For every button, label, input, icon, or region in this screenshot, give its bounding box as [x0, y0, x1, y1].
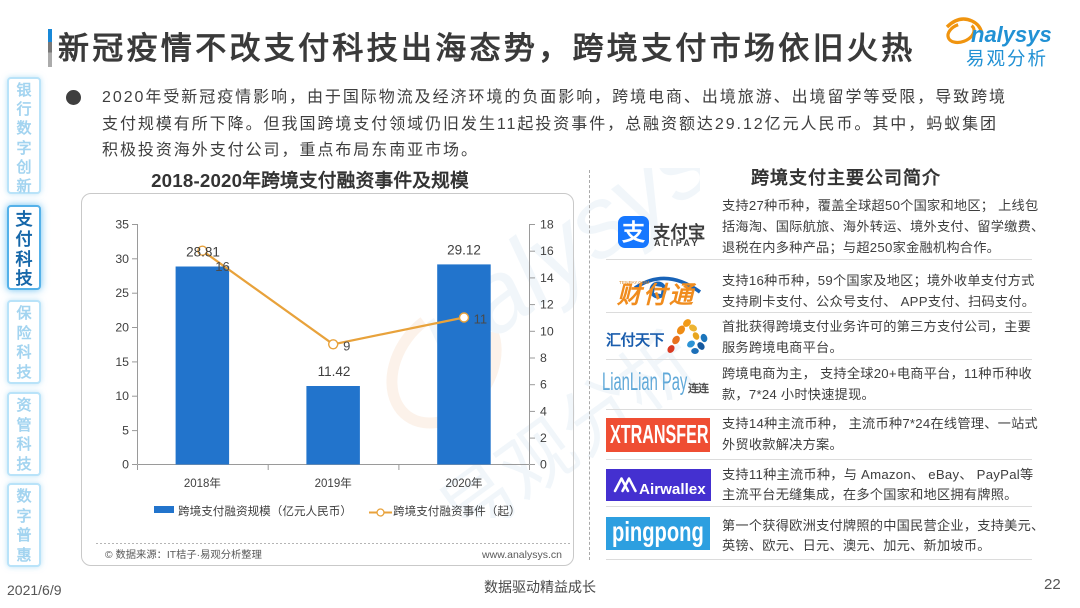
svg-text:TENPAY.COM: TENPAY.COM — [619, 280, 649, 286]
svg-text:0: 0 — [122, 458, 129, 472]
svg-text:© 数据来源：IT桔子·易观分析整理: © 数据来源：IT桔子·易观分析整理 — [105, 548, 262, 561]
svg-text:16: 16 — [215, 259, 229, 274]
svg-text:4: 4 — [540, 404, 547, 418]
svg-text:10: 10 — [540, 324, 554, 338]
svg-text:2: 2 — [540, 431, 547, 445]
svg-text:16: 16 — [540, 244, 554, 258]
svg-text:跨境支付融资事件（起）: 跨境支付融资事件（起） — [393, 504, 521, 518]
svg-text:28.81: 28.81 — [186, 245, 220, 260]
svg-text:www.analysys.cn: www.analysys.cn — [481, 549, 562, 561]
svg-text:14: 14 — [540, 271, 554, 285]
svg-text:跨境支付融资规模（亿元人民币）: 跨境支付融资规模（亿元人民币） — [178, 504, 352, 518]
svg-text:9: 9 — [343, 338, 350, 353]
svg-text:25: 25 — [115, 286, 129, 300]
svg-text:18: 18 — [540, 218, 554, 232]
svg-text:29.12: 29.12 — [447, 243, 481, 258]
svg-text:5: 5 — [122, 424, 129, 438]
svg-text:2020年: 2020年 — [445, 476, 482, 490]
svg-text:财付通: 财付通 — [616, 282, 697, 306]
svg-text:2018年: 2018年 — [184, 476, 221, 490]
svg-text:6: 6 — [540, 378, 547, 392]
svg-text:35: 35 — [115, 218, 129, 232]
svg-text:nalysys: nalysys — [971, 22, 1052, 47]
svg-text:11.42: 11.42 — [318, 364, 351, 379]
svg-text:12: 12 — [540, 298, 554, 312]
svg-text:0: 0 — [540, 458, 547, 472]
svg-text:10: 10 — [115, 389, 129, 403]
svg-text:20: 20 — [115, 321, 129, 335]
svg-text:易观分析: 易观分析 — [966, 48, 1048, 69]
svg-text:2019年: 2019年 — [315, 476, 352, 490]
svg-text:11: 11 — [474, 312, 488, 327]
svg-text:Airwallex: Airwallex — [639, 481, 706, 498]
svg-text:15: 15 — [115, 355, 129, 369]
svg-text:30: 30 — [115, 252, 129, 266]
svg-text:8: 8 — [540, 351, 547, 365]
